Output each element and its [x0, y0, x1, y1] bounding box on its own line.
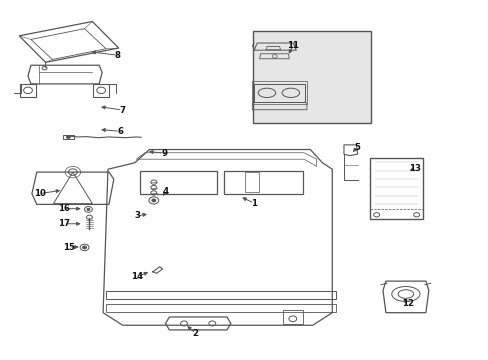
Text: 15: 15: [63, 243, 75, 252]
Bar: [63, 135, 74, 139]
Text: 6: 6: [117, 127, 123, 136]
Bar: [245, 172, 259, 192]
Text: 11: 11: [286, 41, 299, 50]
Text: 1: 1: [251, 199, 257, 208]
Text: 4: 4: [162, 187, 168, 196]
Bar: [253, 31, 370, 123]
Text: 3: 3: [134, 211, 140, 220]
Circle shape: [82, 246, 86, 249]
Text: 9: 9: [161, 149, 167, 158]
Text: 13: 13: [408, 164, 420, 173]
Text: 10: 10: [34, 189, 45, 198]
Text: 14: 14: [131, 272, 143, 281]
Circle shape: [87, 208, 90, 211]
Bar: [254, 84, 305, 102]
Bar: [140, 171, 216, 194]
Circle shape: [152, 199, 156, 202]
Text: 17: 17: [58, 219, 70, 228]
Bar: [105, 291, 335, 299]
Bar: [282, 310, 303, 324]
Bar: [224, 171, 303, 194]
Bar: [252, 81, 306, 104]
Text: 8: 8: [115, 51, 121, 60]
Text: 2: 2: [192, 329, 198, 338]
Text: 12: 12: [401, 299, 413, 308]
Text: 5: 5: [354, 143, 360, 152]
Bar: [105, 304, 335, 312]
Circle shape: [66, 135, 70, 138]
Text: 16: 16: [58, 204, 70, 213]
Text: 7: 7: [119, 105, 125, 114]
